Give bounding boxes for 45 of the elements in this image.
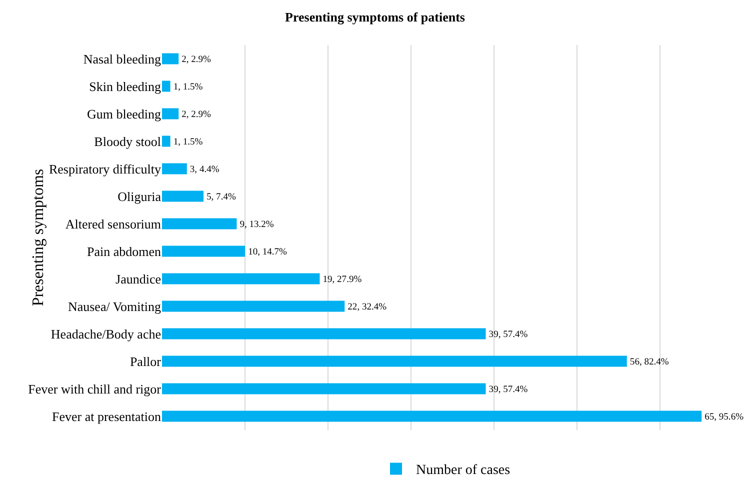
y-tick-label: Jaundice — [116, 271, 162, 286]
data-label: 2, 2.9% — [182, 110, 212, 120]
y-tick-label: Fever with chill and rigor — [28, 381, 162, 396]
data-label: 1, 1.5% — [173, 138, 203, 148]
data-label: 56, 82.4% — [630, 358, 669, 368]
bar — [162, 383, 486, 394]
bar — [162, 163, 187, 174]
y-tick-label: Altered sensorium — [65, 216, 161, 232]
data-label: 5, 7.4% — [206, 192, 236, 203]
bar — [162, 53, 179, 64]
bar — [162, 328, 486, 340]
y-tick-label: Nausea/ Vomiting — [68, 298, 162, 314]
data-label: 39, 57.4% — [488, 385, 528, 396]
data-label: 65, 95.6% — [704, 412, 744, 423]
legend-label: Number of cases — [416, 463, 510, 478]
data-label: 39, 57.4% — [488, 330, 528, 340]
bar — [162, 190, 204, 202]
y-tick-label: Respiratory difficulty — [48, 161, 162, 176]
data-label: 9, 13.2% — [240, 220, 274, 230]
y-tick-label: Pain abdomen — [86, 244, 162, 259]
y-tick-label: Nasal bleeding — [83, 51, 162, 66]
y-tick-label: Fever at presentation — [52, 408, 162, 424]
bar — [162, 410, 702, 422]
chart-title: Presenting symptoms of patients — [285, 10, 465, 25]
bar — [162, 246, 246, 257]
bar — [162, 80, 170, 92]
y-axis-title: Presenting symptoms — [30, 168, 47, 306]
data-label: 1, 1.5% — [173, 82, 203, 93]
data-label: 3, 4.4% — [190, 165, 220, 176]
data-label: 10, 14.7% — [248, 248, 287, 258]
data-label: 19, 27.9% — [322, 275, 362, 286]
bar — [162, 273, 320, 284]
y-tick-label: Headache/Body ache — [50, 326, 162, 342]
bar — [162, 300, 345, 312]
data-label: 22, 32.4% — [348, 302, 387, 313]
y-tick-label: Pallor — [130, 354, 162, 369]
y-tick-label: Oliguria — [118, 188, 162, 204]
bar — [162, 136, 170, 147]
bar — [162, 218, 237, 230]
y-tick-label: Skin bleeding — [89, 78, 162, 94]
bar — [162, 356, 627, 367]
data-label: 2, 2.9% — [182, 55, 212, 66]
y-tick-label: Gum bleeding — [86, 106, 162, 122]
bar — [162, 108, 179, 120]
y-tick-label: Bloody stool — [94, 134, 162, 149]
